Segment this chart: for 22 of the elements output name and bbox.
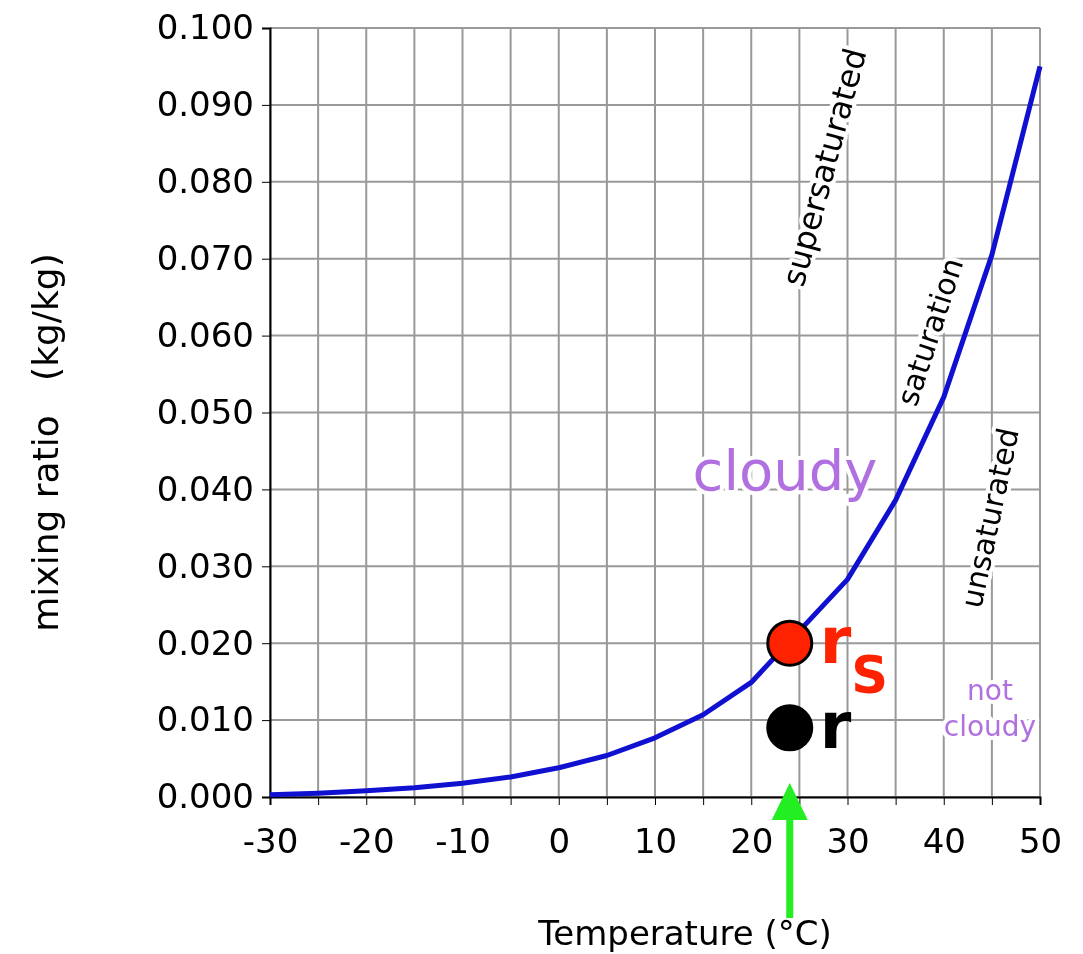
y-axis-title: mixing ratio (kg/kg) (25, 253, 66, 632)
y-tick-label: 0.080 (156, 161, 254, 202)
y-tick-label: 0.050 (156, 391, 254, 432)
x-tick-label: -20 (338, 821, 395, 862)
x-tick-label: 50 (1018, 821, 1063, 862)
y-tick-label: 0.000 (156, 776, 254, 817)
y-tick-label: 0.090 (156, 84, 254, 125)
y-tick-label: 0.060 (156, 314, 254, 355)
y-tick-label: 0.010 (156, 699, 254, 740)
x-tick-label: -10 (435, 821, 491, 862)
x-tick-label: 30 (826, 821, 870, 862)
y-tick-label: 0.030 (156, 545, 254, 586)
y-tick-label: 0.100 (156, 7, 254, 48)
x-tick-label: 10 (633, 821, 678, 862)
x-axis-title: Temperature (°C) (537, 913, 832, 953)
y-tick-label: 0.020 (156, 622, 254, 663)
x-tick-label: 40 (922, 821, 966, 862)
y-tick-label: 0.040 (156, 468, 254, 509)
y-tick-label: 0.070 (156, 238, 254, 279)
x-tick-label: 20 (730, 821, 774, 862)
x-tick-label: -30 (242, 821, 299, 862)
x-tick-label: 0 (548, 821, 571, 862)
